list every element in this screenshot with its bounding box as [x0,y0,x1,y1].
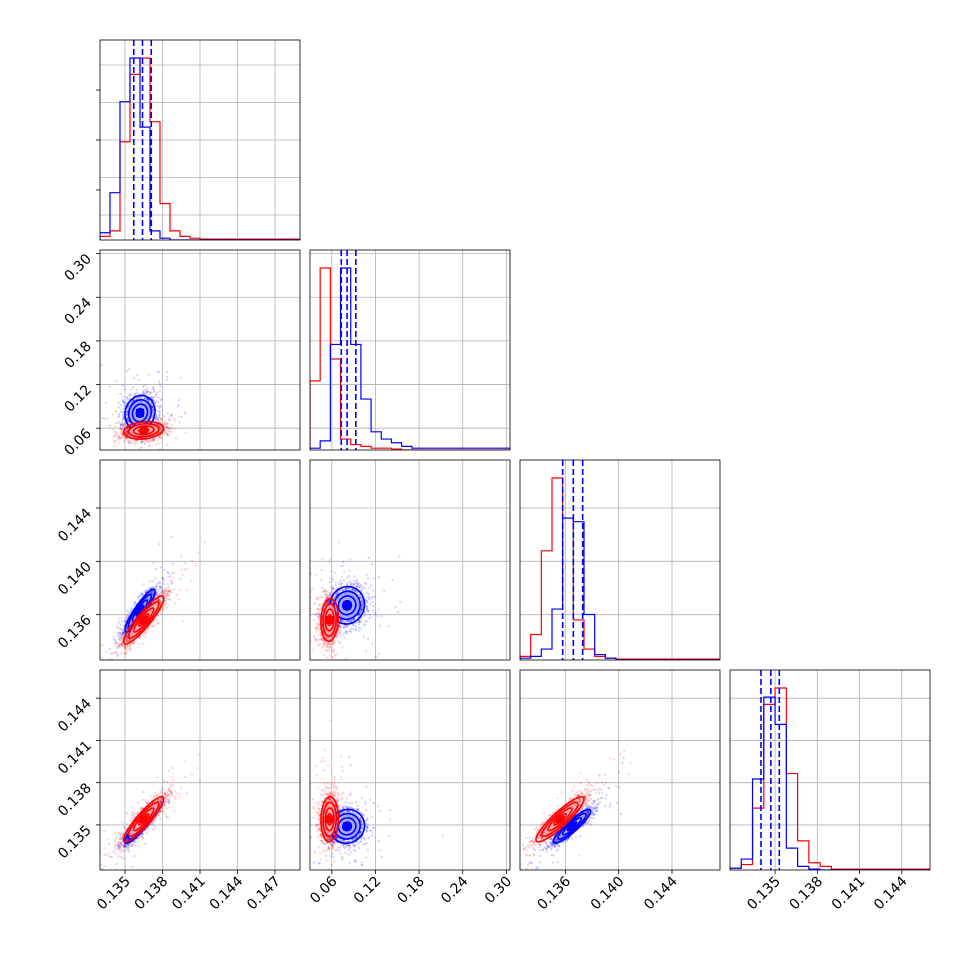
x-tick-label: 0.141 [169,874,209,914]
contours-red [535,795,585,843]
scatter-panel-3-2: 0.136 0.140 0.144 [519,669,721,914]
y-tick-label: 0.135 [55,822,95,862]
y-tick-label: 0.06 [61,426,94,459]
x-tick-label: 0.24 [438,873,471,906]
scatter-panel-3-1: 0.06 0.12 0.18 0.24 0.30 [307,669,515,907]
y-tick-label: 0.141 [55,738,95,778]
x-tick-label: 0.138 [132,874,172,914]
histogram-series-red [100,57,300,240]
y-tick-label: 0.24 [61,295,94,328]
histogram-series-blue [520,517,720,660]
scatter-panel-1-0: 0.06 0.12 0.18 0.24 0.30 [61,249,301,459]
histogram-panel-3: 0.135 0.138 0.141 0.144 [729,669,931,914]
x-tick-label: 0.06 [307,873,340,906]
scatter-panel-2-0: 0.136 0.140 0.144 [55,459,301,661]
histogram-panel-0 [96,39,301,241]
histogram-series-blue [100,57,300,240]
x-tick-label: 0.144 [871,873,911,913]
x-tick-label: 0.144 [207,873,247,913]
x-tick-label: 0.140 [588,874,628,914]
histogram-series-red [310,267,510,450]
scatter-points-red [310,719,354,870]
contours-red [320,795,340,843]
contours-blue [328,808,366,845]
histogram-panel-2 [519,459,721,661]
x-tick-label: 0.30 [482,874,515,907]
y-tick-label: 0.12 [61,382,94,415]
histogram-series-red [520,477,720,660]
contours-red [122,795,165,843]
x-tick-label: 0.141 [829,874,869,914]
histogram-series-blue [730,696,930,870]
x-tick-label: 0.135 [94,874,134,914]
y-tick-label: 0.144 [55,505,95,545]
y-tick-label: 0.140 [55,559,95,599]
y-tick-label: 0.138 [55,780,95,820]
y-tick-label: 0.18 [61,338,94,371]
scatter-panel-2-1 [309,459,511,661]
x-tick-label: 0.147 [244,874,284,914]
x-tick-label: 0.138 [786,874,826,914]
contours-red [320,597,340,643]
contours-blue [124,394,156,432]
x-tick-label: 0.136 [534,873,574,913]
x-tick-label: 0.12 [351,874,384,907]
y-tick-label: 0.144 [55,696,95,736]
x-tick-label: 0.135 [744,874,784,914]
histogram-series-blue [310,267,510,450]
y-tick-label: 0.136 [55,612,95,652]
x-tick-label: 0.18 [395,874,428,907]
y-tick-label: 0.30 [61,251,94,284]
contours-red [122,595,165,645]
x-tick-label: 0.144 [641,873,681,913]
scatter-panel-3-0: 0.1350.1380.1410.1440.1470.1350.1380.141… [55,669,301,914]
histogram-panel-1 [309,249,511,451]
contours-red [122,420,165,440]
